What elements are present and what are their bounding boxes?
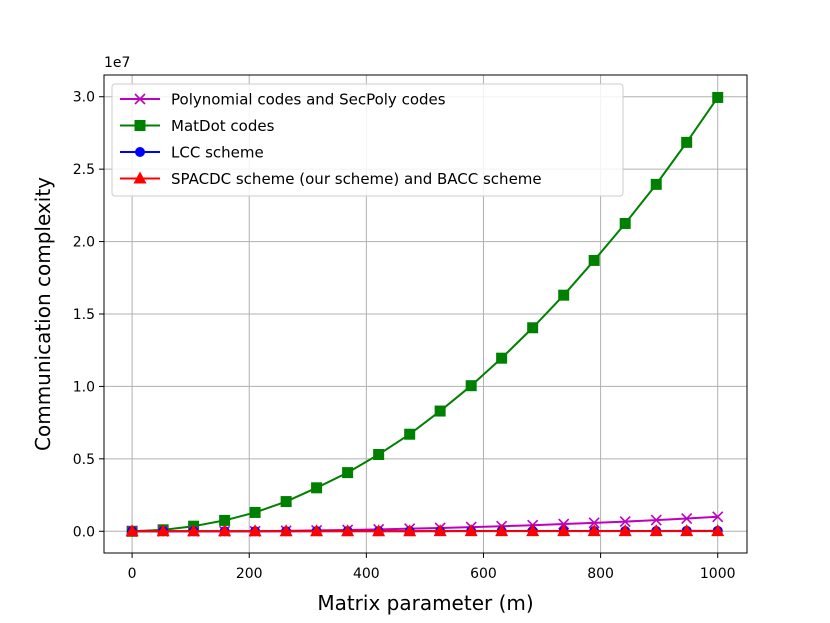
legend-label: LCC scheme — [171, 144, 264, 162]
data-point — [619, 217, 631, 229]
data-point — [341, 524, 355, 537]
legend-item: MatDot codes — [120, 117, 275, 135]
legend-label: SPACDC scheme (our scheme) and BACC sche… — [171, 170, 542, 188]
series-x — [126, 511, 724, 537]
legend: Polynomial codes and SecPoly codes MatDot… — [111, 83, 624, 197]
data-point — [587, 524, 601, 537]
data-point — [526, 524, 540, 537]
data-point — [342, 467, 354, 479]
series-triangle — [125, 524, 725, 537]
data-point — [125, 524, 139, 537]
data-point — [681, 512, 693, 525]
data-point — [156, 524, 170, 537]
x-tick-label: 0 — [128, 566, 137, 582]
data-point — [404, 428, 416, 440]
y-tick-label: 0.5 — [73, 452, 95, 468]
y-tick-label: 2.5 — [73, 162, 95, 178]
legend-label: MatDot codes — [171, 117, 275, 135]
ticks: 0 200 400 600 800 1000 0.0 0.5 1.0 1.5 2.0 2.5 3.0 — [73, 90, 736, 582]
legend-marker — [133, 171, 147, 184]
series-layer — [125, 91, 725, 537]
data-point — [465, 380, 477, 392]
y-axis-title: Communication complexity — [31, 177, 55, 451]
data-point — [680, 524, 694, 537]
data-point — [496, 352, 508, 364]
data-point — [372, 524, 386, 537]
y-tick-label: 0.0 — [73, 524, 95, 540]
data-point — [711, 524, 725, 537]
data-point — [712, 511, 724, 523]
legend-item: LCC scheme — [120, 144, 264, 162]
y-tick-label: 3.0 — [73, 90, 95, 106]
legend-marker — [135, 147, 145, 157]
x-tick-label: 600 — [470, 566, 497, 582]
y-tick-label: 2.0 — [73, 235, 95, 251]
data-point — [650, 178, 662, 190]
data-point — [219, 514, 231, 526]
legend-label: Polynomial codes and SecPoly codes — [171, 91, 446, 109]
data-point — [588, 517, 600, 529]
data-point — [403, 524, 417, 537]
data-point — [588, 254, 600, 266]
x-tick-label: 800 — [587, 566, 614, 582]
data-point — [557, 524, 571, 537]
legend-marker — [134, 120, 146, 131]
data-point — [619, 516, 631, 528]
data-point — [681, 136, 693, 148]
data-point — [311, 482, 323, 494]
data-point — [495, 524, 509, 537]
data-point — [248, 524, 262, 537]
data-point — [187, 524, 201, 537]
data-point — [649, 524, 663, 537]
data-point — [618, 524, 632, 537]
x-tick-label: 200 — [236, 566, 263, 582]
data-point — [218, 524, 232, 537]
data-point — [558, 289, 570, 301]
x-tick-label: 1000 — [700, 566, 736, 582]
y-tick-label: 1.5 — [73, 307, 95, 323]
x-axis-title: Matrix parameter (m) — [317, 591, 533, 615]
y-tick-label: 1.0 — [73, 379, 95, 395]
data-point — [433, 524, 447, 537]
data-point — [464, 524, 478, 537]
data-point — [280, 496, 292, 508]
data-point — [527, 322, 539, 334]
data-point — [279, 524, 293, 537]
data-point — [249, 506, 261, 518]
data-point — [310, 524, 324, 537]
legend-item: SPACDC scheme (our scheme) and BACC sche… — [120, 170, 542, 188]
x-tick-label: 400 — [353, 566, 380, 582]
data-point — [650, 514, 662, 526]
legend-item: Polynomial codes and SecPoly codes — [120, 91, 446, 109]
legend-box — [111, 83, 624, 197]
y-scale-label: 1e7 — [104, 55, 130, 71]
data-point — [434, 405, 446, 417]
legend-marker — [134, 93, 146, 105]
data-point — [712, 91, 724, 103]
data-point — [373, 449, 385, 461]
